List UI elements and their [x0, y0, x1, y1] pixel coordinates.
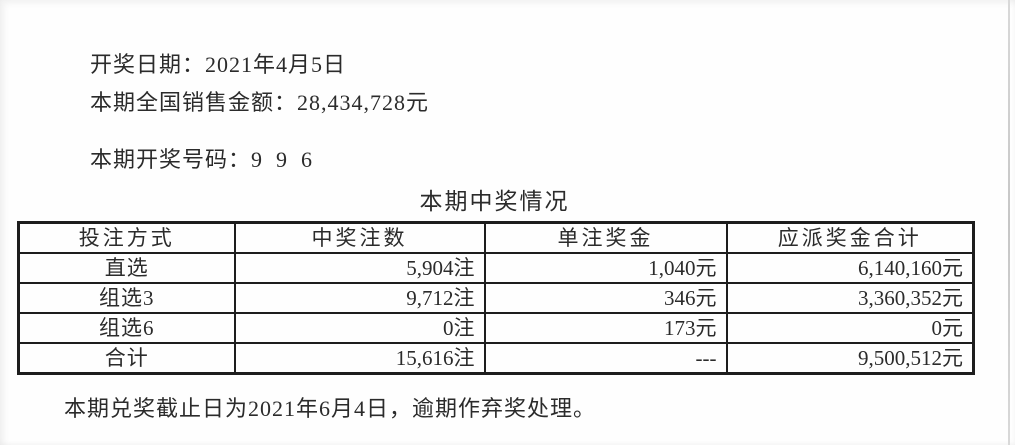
draw-date-label: 开奖日期： — [90, 52, 206, 77]
table-row-zuxuan6: 组选6 0注 173元 0元 — [17, 312, 975, 344]
prize-per-bet-cell: --- — [483, 342, 728, 375]
prize-table: 投注方式 中奖注数 单注奖金 应派奖金合计 直选 5,904注 1,040元 6… — [17, 221, 975, 375]
prize-per-bet-cell: 346元 — [483, 282, 728, 314]
sales-amount-label: 本期全国销售金额： — [90, 90, 298, 115]
winning-count-cell: 15,616注 — [233, 342, 486, 375]
draw-date-value: 2021年4月5日 — [205, 52, 347, 77]
col-header-total-prize: 应派奖金合计 — [725, 221, 975, 254]
table-row-total: 合计 15,616注 --- 9,500,512元 — [17, 342, 975, 375]
table-row-zhixuan: 直选 5,904注 1,040元 6,140,160元 — [17, 252, 975, 284]
winning-count-cell: 0注 — [233, 312, 486, 344]
bet-method-cell: 组选3 — [17, 282, 236, 314]
winning-count-cell: 9,712注 — [233, 282, 486, 314]
draw-date-line: 开奖日期：2021年4月5日 — [64, 26, 346, 104]
bet-method-cell: 组选6 — [17, 312, 236, 344]
scan-edge-artifact — [1008, 0, 1010, 445]
winning-numbers-label: 本期开奖号码： — [90, 147, 252, 172]
deadline-note: 本期兑奖截止日为2021年6月4日，逾期作弃奖处理。 — [64, 396, 597, 421]
bet-method-cell: 合计 — [17, 342, 236, 375]
prize-table-title: 本期中奖情况 — [419, 189, 570, 214]
winning-numbers-line: 本期开奖号码：9 9 6 — [64, 121, 313, 199]
sales-amount-value: 28,434,728元 — [297, 90, 430, 115]
prize-per-bet-cell: 1,040元 — [483, 252, 728, 284]
col-header-winning-count: 中奖注数 — [233, 221, 486, 254]
total-prize-cell: 3,360,352元 — [725, 282, 975, 314]
winning-numbers-value: 9 9 6 — [251, 147, 314, 172]
bet-method-cell: 直选 — [17, 252, 236, 284]
prize-per-bet-cell: 173元 — [483, 312, 728, 344]
table-row-zuxuan3: 组选3 9,712注 346元 3,360,352元 — [17, 282, 975, 314]
col-header-prize-per-bet: 单注奖金 — [483, 221, 728, 254]
total-prize-cell: 9,500,512元 — [725, 342, 975, 375]
col-header-bet-method: 投注方式 — [17, 221, 236, 254]
prize-table-header-row: 投注方式 中奖注数 单注奖金 应派奖金合计 — [17, 221, 975, 254]
winning-count-cell: 5,904注 — [233, 252, 486, 284]
sales-amount-line: 本期全国销售金额：28,434,728元 — [64, 64, 429, 142]
total-prize-cell: 0元 — [725, 312, 975, 344]
total-prize-cell: 6,140,160元 — [725, 252, 975, 284]
